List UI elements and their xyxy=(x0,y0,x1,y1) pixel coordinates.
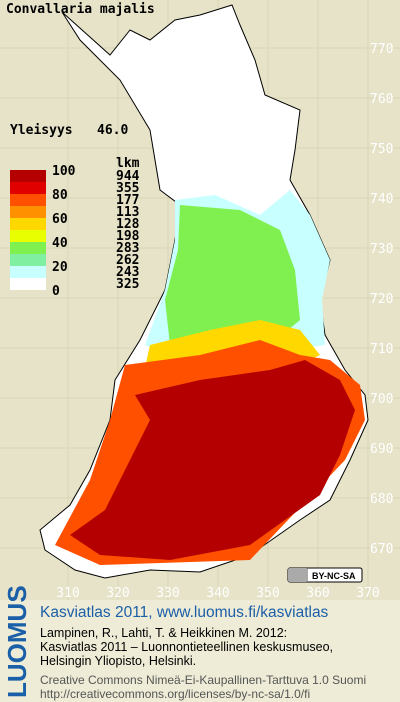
legend-count: 355 xyxy=(116,181,139,196)
x-label: 320 xyxy=(106,586,129,601)
scale-label: 40 xyxy=(52,236,68,251)
legend-count: 113 xyxy=(116,205,139,220)
scale-label: 100 xyxy=(52,164,76,179)
y-label: 730 xyxy=(370,242,393,257)
license-line: Creative Commons Nimeä-Ei-Kaupallinen-Ta… xyxy=(40,673,366,687)
scale-label: 20 xyxy=(52,260,68,275)
x-label: 340 xyxy=(206,586,229,601)
scale-label: 60 xyxy=(52,212,68,227)
scale-label: 0 xyxy=(52,284,60,299)
y-label: 680 xyxy=(370,492,393,507)
citation-line: Kasviatlas 2011 – Luonnontieteellinen ke… xyxy=(40,640,333,654)
legend-swatch xyxy=(10,254,46,266)
map-zone-high xyxy=(70,360,355,560)
count-header: lkm xyxy=(116,156,140,171)
frequency-value: 46.0 xyxy=(97,123,128,138)
legend-swatch xyxy=(10,170,46,182)
x-label: 330 xyxy=(156,586,179,601)
atlas-link[interactable]: Kasviatlas 2011, www.luomus.fi/kasviatla… xyxy=(40,604,329,621)
legend-count: 243 xyxy=(116,265,139,280)
legend-count: 283 xyxy=(116,241,139,256)
legend-count: 262 xyxy=(116,253,139,268)
x-label: 350 xyxy=(256,586,279,601)
legend-swatch xyxy=(10,230,46,242)
legend-count: 325 xyxy=(116,277,139,292)
y-label: 750 xyxy=(370,142,393,157)
y-label: 670 xyxy=(370,542,393,557)
y-label: 690 xyxy=(370,442,393,457)
citation-line: Helsingin Yliopisto, Helsinki. xyxy=(40,654,196,668)
legend-swatch xyxy=(10,218,46,230)
legend-swatch xyxy=(10,278,46,290)
y-label: 720 xyxy=(370,292,393,307)
legend-swatch xyxy=(10,206,46,218)
legend-swatch xyxy=(10,194,46,206)
y-label: 740 xyxy=(370,192,393,207)
badge-text: BY-NC-SA xyxy=(312,571,356,581)
scale-label: 80 xyxy=(52,188,68,203)
x-label: 310 xyxy=(56,586,79,601)
footer-text: Lampinen, R., Lahti, T. & Heikkinen M. 2… xyxy=(40,626,366,701)
legend-count: 128 xyxy=(116,217,140,232)
y-label: 770 xyxy=(370,42,393,57)
species-title: Convallaria majalis xyxy=(6,2,155,17)
y-label: 700 xyxy=(370,392,393,407)
legend-count: 198 xyxy=(116,229,140,244)
x-label: 360 xyxy=(306,586,329,601)
brand: LUOMUS xyxy=(2,585,32,698)
license-line: http://creativecommons.org/licenses/by-n… xyxy=(40,687,310,701)
badge-icon xyxy=(288,568,308,582)
x-label: 370 xyxy=(356,586,379,601)
y-label: 760 xyxy=(370,92,393,107)
citation-line: Lampinen, R., Lahti, T. & Heikkinen M. 2… xyxy=(40,626,287,640)
y-label: 710 xyxy=(370,342,393,357)
legend-swatch xyxy=(10,182,46,194)
legend-count: 177 xyxy=(116,193,139,208)
legend-swatch xyxy=(10,266,46,278)
legend-count: 944 xyxy=(116,169,140,184)
map-zone-mid xyxy=(165,205,300,350)
legend-swatch xyxy=(10,242,46,254)
license-badge: BY-NC-SA xyxy=(287,567,363,583)
frequency-label: Yleisyys xyxy=(10,123,73,138)
